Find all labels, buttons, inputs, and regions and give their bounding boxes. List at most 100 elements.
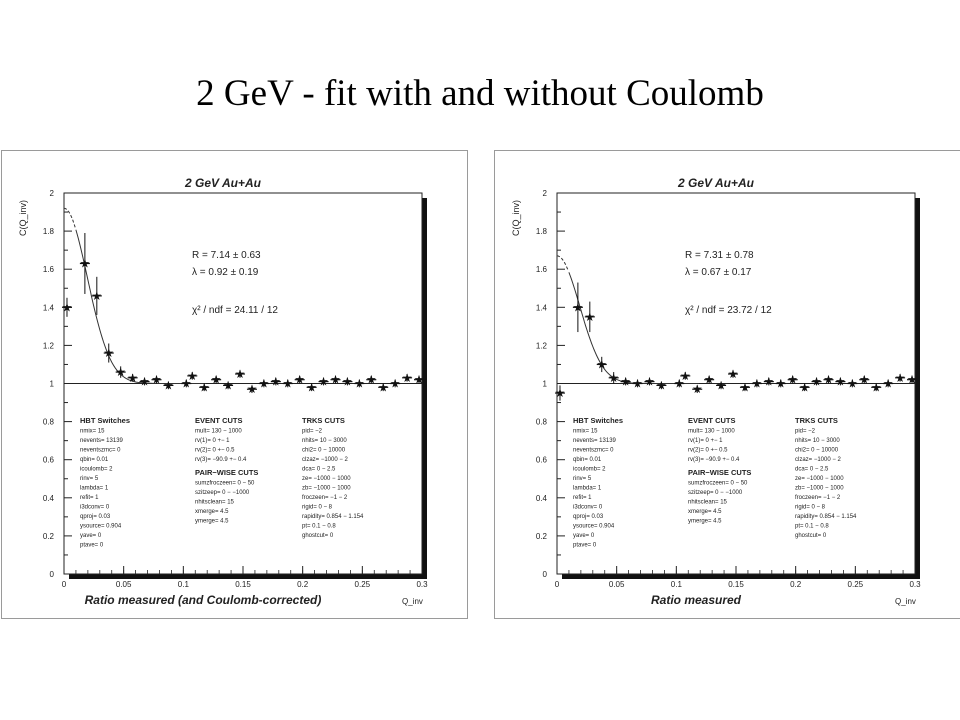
y-tick-label: 0 — [543, 570, 548, 579]
info-line: ptave= 0 — [573, 543, 597, 549]
frame-shadow-bottom — [562, 574, 920, 579]
x-axis-label: Ratio measured (and Coulomb-corrected) — [85, 593, 322, 607]
fit-curve-extrapolated — [557, 255, 569, 271]
info-line: neventszmc= 0 — [573, 448, 614, 454]
x-tick-label: 0.15 — [235, 580, 251, 589]
info-line: szitzeep= 0 − −1000 — [195, 490, 250, 496]
x-axis-label: Ratio measured — [651, 593, 742, 607]
info-line: refit= 1 — [573, 495, 592, 501]
stats-radius: R = 7.31 ± 0.78 — [685, 250, 754, 261]
info-line: zb= −1000 − 1000 — [795, 486, 844, 492]
y-tick-label: 1.4 — [536, 303, 548, 312]
info-line: nhits= 10 − 3000 — [302, 438, 347, 444]
stats-chi2: χ² / ndf = 23.72 / 12 — [685, 305, 772, 316]
y-tick-label: 0.4 — [536, 494, 548, 503]
info-line: nmix= 15 — [80, 429, 105, 435]
info-line: lambda= 1 — [573, 486, 602, 492]
x-tick-label: 0.25 — [355, 580, 371, 589]
data-point-marker: ★ — [728, 367, 739, 381]
x-tick-label: 0.1 — [671, 580, 683, 589]
data-point-marker: ★ — [354, 377, 365, 391]
data-point-marker: ★ — [270, 375, 281, 389]
info-line: clzaz= −1000 − 2 — [795, 457, 842, 463]
data-point-marker: ★ — [211, 373, 222, 387]
stats-lambda: λ = 0.92 ± 0.19 — [192, 267, 259, 278]
data-point-marker: ★ — [674, 377, 685, 391]
info-line: lambda= 1 — [80, 486, 109, 492]
info-header: TRKS CUTS — [795, 416, 838, 425]
y-tick-label: 0.8 — [536, 418, 548, 427]
data-point-marker: ★ — [835, 375, 846, 389]
data-point-marker: ★ — [282, 377, 293, 391]
info-line: qproj= 0.03 — [80, 514, 111, 520]
x-tick-label: 0.2 — [297, 580, 309, 589]
info-line: nevents= 13139 — [573, 438, 617, 444]
data-point-marker: ★ — [187, 369, 198, 383]
data-point-marker: ★ — [799, 380, 810, 394]
y-tick-label: 1 — [50, 380, 55, 389]
info-line: rv(1)= 0 +− 1 — [688, 438, 723, 444]
data-point-marker: ★ — [692, 382, 703, 396]
chart-panel-right: 2 GeV Au+Au 0 0.2 0.4 0.6 0.8 1 1.2 1.4 1.6 1.8 2 0 0… — [494, 150, 960, 619]
data-point-marker: ★ — [139, 375, 150, 389]
info-line: szitzeep= 0 − −1000 — [688, 490, 743, 496]
data-point-marker: ★ — [402, 371, 413, 385]
info-line: chi2= 0 − 10000 — [795, 448, 839, 454]
info-line: icoulomb= 2 — [80, 467, 113, 473]
data-point-marker: ★ — [103, 346, 114, 360]
y-tick-label: 0.2 — [536, 532, 548, 541]
info-header-2: PAIR−WISE CUTS — [195, 468, 258, 477]
y-tick-label: 1 — [543, 380, 548, 389]
info-line: dca= 0 − 2.5 — [302, 467, 336, 473]
y-tick-label: 1.2 — [536, 341, 548, 350]
y-tick-label: 2 — [50, 189, 55, 198]
x-axis-unit-label: Q_inv — [402, 597, 423, 606]
info-header: TRKS CUTS — [302, 416, 345, 425]
info-line: pid= −2 — [795, 429, 816, 435]
info-line: pid= −2 — [302, 429, 323, 435]
data-point-marker: ★ — [775, 377, 786, 391]
x-tick-label: 0.1 — [178, 580, 190, 589]
info-line: qbin= 0.01 — [573, 457, 602, 463]
data-point-marker: ★ — [181, 377, 192, 391]
info-line: refit= 1 — [80, 495, 99, 501]
info-line: ymerge= 4.5 — [195, 519, 229, 525]
data-point-marker: ★ — [115, 365, 126, 379]
info-line: rv(3)= −90.9 +− 0.4 — [688, 457, 740, 463]
y-tick-label: 2 — [543, 189, 548, 198]
y-tick-label: 0.8 — [43, 418, 55, 427]
data-point-marker: ★ — [859, 373, 870, 387]
info-column-2: EVENT CUTS mult= 130 − 1000 rv(1)= 0 +− 1 r… — [688, 416, 751, 525]
data-point-marker: ★ — [294, 373, 305, 387]
data-point-marker: ★ — [632, 377, 643, 391]
data-point-marker: ★ — [680, 369, 691, 383]
info-line: yave= 0 — [80, 533, 102, 539]
data-point-marker: ★ — [763, 375, 774, 389]
x-tick-label: 0.3 — [416, 580, 428, 589]
x-tick-label: 0.05 — [116, 580, 132, 589]
info-column-1: HBT Switches nmix= 15 nevents= 13139 nevent… — [80, 416, 130, 549]
info-line: ysource= 0.904 — [573, 524, 615, 530]
info-column-3: TRKS CUTS pid= −2 nhits= 10 − 3000 chi2= 0 … — [795, 416, 857, 539]
data-point-marker: ★ — [247, 382, 258, 396]
data-point-marker: ★ — [752, 377, 763, 391]
x-tick-labels: 0 0.05 0.1 0.15 0.2 0.25 0.3 — [555, 580, 921, 589]
frame-shadow-right — [422, 198, 427, 579]
data-point-marker: ★ — [823, 373, 834, 387]
data-point-marker: ★ — [608, 371, 619, 385]
info-line: ptave= 0 — [80, 543, 104, 549]
y-tick-labels: 0 0.2 0.4 0.6 0.8 1 1.2 1.4 1.6 1.8 2 — [43, 189, 55, 579]
info-line: nmix= 15 — [573, 429, 598, 435]
info-line: nhitsclean= 15 — [688, 500, 728, 506]
data-point-marker: ★ — [907, 373, 918, 387]
data-points: ★★★★★ ★ ★ ★ ★ ★★★★ ★★★ ★ ★ ★ ★★ ★ ★ ★ ★ ★★ ★ ★ ★ — [555, 282, 918, 401]
info-line: ysource= 0.904 — [80, 524, 122, 530]
info-line: ze= −1000 − 1000 — [795, 476, 844, 482]
fit-curve-extrapolated — [63, 207, 76, 228]
x-tick-label: 0 — [555, 580, 560, 589]
info-column-3: TRKS CUTS pid= −2 nhits= 10 − 3000 chi2= 0 … — [302, 416, 364, 539]
info-line: mult= 130 − 1000 — [195, 429, 242, 435]
info-line: rigid= 0 − 8 — [302, 505, 333, 511]
